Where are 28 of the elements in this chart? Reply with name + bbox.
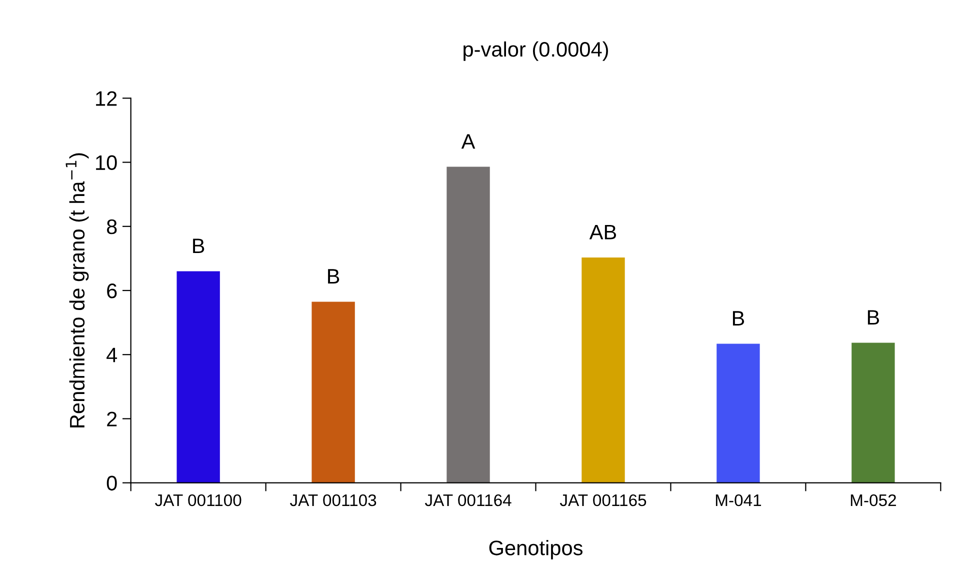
bar — [582, 257, 625, 483]
x-tick-label: JAT 001165 — [560, 494, 646, 506]
y-tick-label: 2 — [107, 412, 117, 426]
x-axis-title: Genotipos — [489, 540, 582, 560]
bar — [312, 302, 355, 483]
y-tick-label: 8 — [106, 219, 117, 234]
x-tick-label: JAT 001164 — [424, 494, 512, 506]
bar — [716, 344, 760, 483]
y-tick-label: 12 — [96, 91, 117, 106]
bar — [176, 271, 220, 483]
x-tick-label: M-052 — [850, 494, 896, 506]
x-tick-label: JAT 001100 — [155, 494, 242, 506]
annotation: A — [461, 134, 476, 149]
x-tick-label: JAT 001103 — [290, 494, 376, 506]
annotation: B — [328, 269, 340, 284]
y-tick-label: 0 — [106, 476, 117, 491]
annotation: B — [193, 238, 204, 254]
y-tick-label: 6 — [107, 284, 117, 298]
annotation: B — [732, 311, 744, 326]
chart-title: p-valor (0.0004) — [464, 41, 608, 61]
bar — [852, 342, 895, 483]
annotation: AB — [589, 224, 616, 240]
x-tick-label: M-041 — [716, 494, 762, 506]
y-axis-title: Rendmiento de grano (t ha$^{−1}$) — [66, 153, 89, 428]
y-tick-label: 4 — [106, 348, 118, 362]
y-tick-label: 10 — [96, 155, 117, 170]
annotation: B — [868, 310, 880, 325]
bar — [446, 166, 490, 483]
